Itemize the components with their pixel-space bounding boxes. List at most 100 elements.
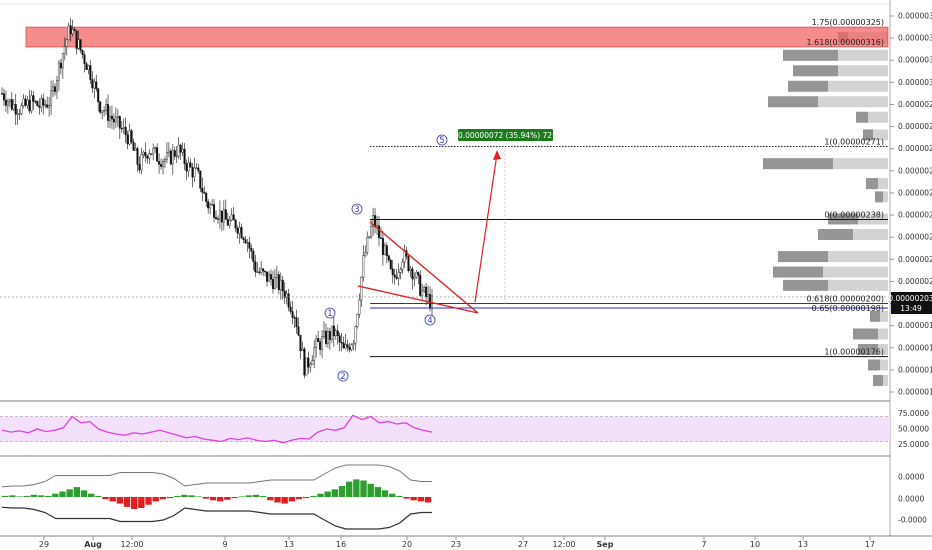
histogram-bar-positive bbox=[23, 495, 30, 497]
candle-down bbox=[69, 25, 72, 35]
price-tick-label: 0.00000260 bbox=[898, 166, 932, 175]
histogram-bar-negative bbox=[417, 497, 425, 502]
candle-up bbox=[268, 274, 271, 282]
candle-up bbox=[128, 130, 131, 145]
time-tick-label: 12:00 bbox=[552, 540, 575, 549]
volume-bar-down bbox=[823, 266, 888, 278]
candle-up bbox=[311, 360, 314, 365]
histogram-bar-positive bbox=[367, 483, 374, 497]
volume-bar-up bbox=[873, 374, 883, 386]
candle-down bbox=[59, 62, 62, 69]
histogram-bar-negative bbox=[138, 497, 145, 508]
candle-down bbox=[248, 242, 251, 249]
volume-bar-up bbox=[866, 178, 878, 190]
volume-bar-up bbox=[870, 310, 880, 322]
fib-level-label: 0.618(0.00000200) bbox=[807, 295, 885, 304]
rsi-band bbox=[0, 416, 890, 442]
wave-label-circle bbox=[436, 134, 448, 146]
candle-down bbox=[391, 268, 394, 275]
candle-up bbox=[8, 99, 11, 102]
rsi-tick-label: 25.0000 bbox=[898, 440, 929, 449]
candle-up bbox=[427, 294, 430, 297]
histogram-bar-negative bbox=[109, 497, 116, 502]
time-tick-label: 9 bbox=[222, 540, 227, 549]
time-axis[interactable]: 29 Aug 12:00 9 13 16 20 23 27 12:00 Sep 7 10 13 17 bbox=[39, 536, 875, 549]
candle-down bbox=[169, 150, 172, 165]
candle-up bbox=[71, 29, 74, 35]
rsi-line bbox=[1, 414, 433, 444]
candle-down bbox=[110, 115, 113, 120]
candle-up bbox=[148, 153, 151, 159]
candle-down bbox=[317, 338, 320, 342]
candle-down bbox=[185, 163, 188, 172]
candle-up bbox=[358, 299, 361, 315]
candle-up bbox=[52, 86, 55, 92]
wave-label-circle bbox=[337, 370, 349, 382]
histogram-tick-label: 0.0000 bbox=[898, 473, 924, 482]
histogram-bar-negative bbox=[295, 497, 303, 500]
fib-levels: 1.75(0.00000325) 1.618(0.00000316) 1(0.000… bbox=[370, 18, 888, 358]
candle-up bbox=[423, 286, 426, 292]
candle-up bbox=[356, 313, 359, 328]
candle-up bbox=[370, 225, 373, 238]
candle-down bbox=[24, 98, 27, 106]
candle-up bbox=[61, 53, 64, 69]
candle-down bbox=[332, 325, 335, 337]
candle-up bbox=[101, 110, 104, 113]
candle-down bbox=[144, 152, 147, 157]
candle-up bbox=[152, 148, 155, 155]
rsi-pane[interactable]: 75.0000 50.0000 25.0000 bbox=[0, 409, 929, 457]
candle-down bbox=[389, 259, 392, 270]
candle-down bbox=[36, 101, 39, 107]
candle-up bbox=[122, 127, 125, 129]
candle-down bbox=[303, 348, 306, 376]
time-tick-label: 13 bbox=[798, 540, 808, 549]
candle-down bbox=[38, 105, 41, 108]
histogram-bar-negative bbox=[209, 497, 217, 501]
volume-bar-up bbox=[853, 328, 878, 340]
price-tick-label: 0.00000170 bbox=[898, 365, 932, 374]
volume-bar-down bbox=[880, 359, 888, 371]
candle-down bbox=[379, 237, 382, 239]
fib-level-label: 0(0.00000238) bbox=[824, 210, 884, 219]
candle-up bbox=[309, 364, 312, 368]
histogram-bar-positive bbox=[374, 487, 382, 497]
wave-label: 4 bbox=[427, 316, 432, 326]
candle-up bbox=[334, 330, 337, 337]
candle-down bbox=[258, 271, 261, 273]
price-tick-label: 0.00000250 bbox=[898, 188, 932, 197]
candle-up bbox=[362, 255, 365, 278]
candle-down bbox=[73, 29, 76, 32]
candle-up bbox=[421, 290, 424, 296]
histogram-pane[interactable]: 0.0000 0.0000 -0.0000 bbox=[0, 464, 932, 537]
candle-up bbox=[279, 279, 282, 291]
histogram-bar-negative bbox=[202, 497, 210, 499]
rsi-tick-label: 75.0000 bbox=[898, 409, 929, 418]
candle-up bbox=[301, 348, 304, 352]
candle-up bbox=[55, 79, 58, 92]
candle-down bbox=[150, 153, 153, 155]
price-tick-label: 0.00000230 bbox=[898, 233, 932, 242]
candle-down bbox=[244, 239, 247, 244]
candle-down bbox=[2, 93, 5, 101]
candle-down bbox=[240, 227, 243, 239]
time-tick-label: 13 bbox=[284, 540, 294, 549]
histogram-bars bbox=[2, 479, 432, 510]
candle-up bbox=[65, 39, 68, 47]
candle-down bbox=[338, 335, 341, 343]
price-axis[interactable]: 0.00000330 0.00000320 0.00000310 0.00000300… bbox=[890, 12, 932, 397]
time-tick-label: 27 bbox=[518, 540, 528, 549]
candle-down bbox=[203, 191, 206, 194]
histogram-bar-positive bbox=[396, 495, 403, 497]
candle-down bbox=[295, 317, 298, 327]
volume-bar-up bbox=[858, 343, 878, 355]
price-pane[interactable]: 1.75(0.00000325) 1.618(0.00000316) 1(0.000… bbox=[0, 0, 932, 536]
candle-down bbox=[124, 127, 127, 136]
histogram-bar-positive bbox=[381, 490, 389, 497]
volume-bar-up bbox=[783, 49, 838, 61]
candle-up bbox=[397, 272, 400, 279]
target-arrowhead bbox=[493, 150, 501, 160]
candle-up bbox=[167, 150, 170, 153]
candle-up bbox=[181, 148, 184, 153]
